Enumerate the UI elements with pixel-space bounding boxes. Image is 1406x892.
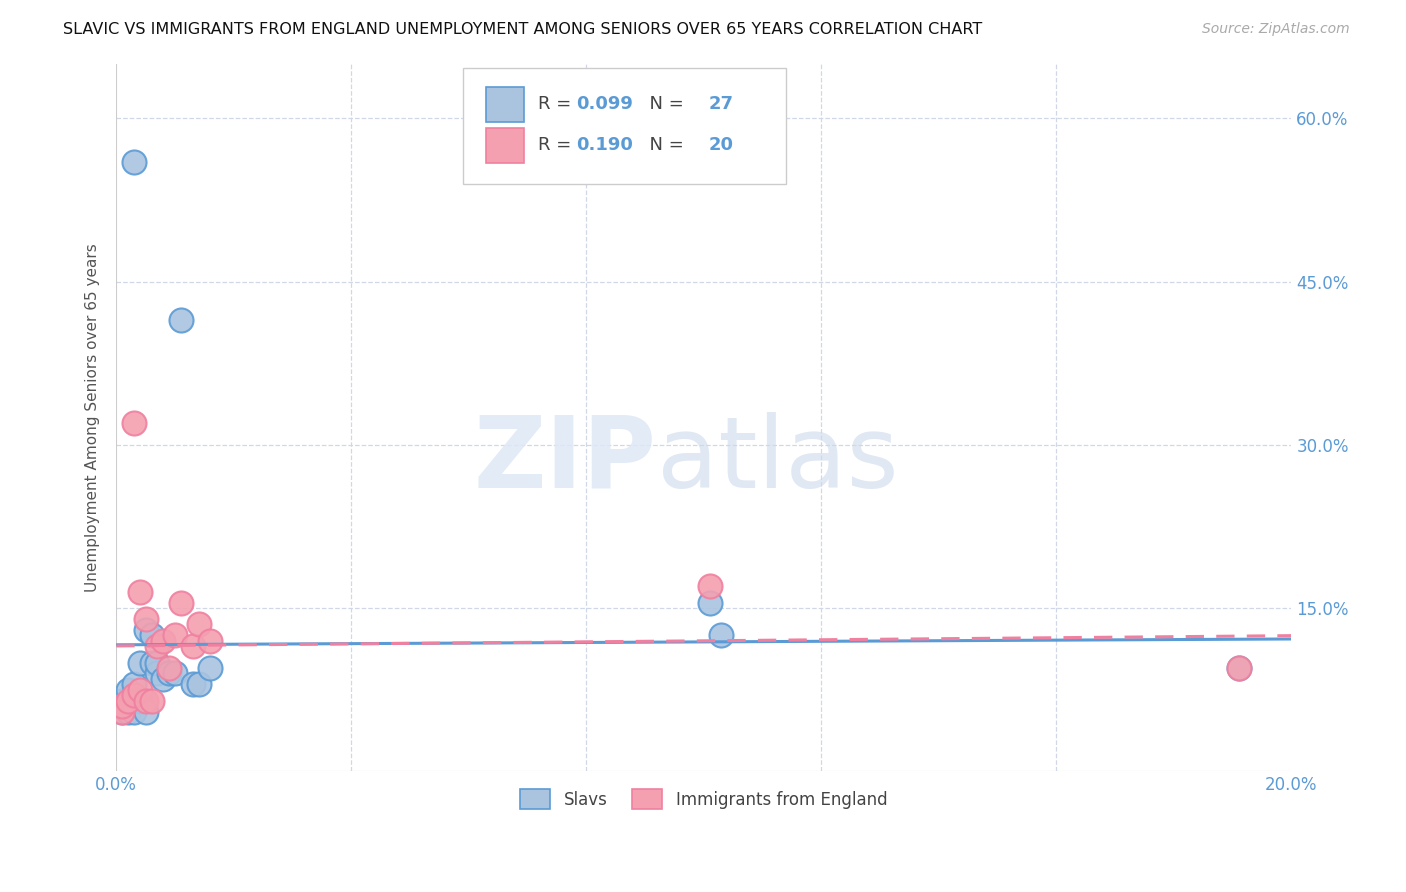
FancyBboxPatch shape: [486, 128, 524, 163]
Point: [122, 416, 145, 430]
Point: [181, 677, 204, 691]
Point: [122, 688, 145, 702]
Point: [157, 666, 180, 681]
Point: [157, 661, 180, 675]
Point: [135, 693, 157, 707]
Point: [141, 693, 163, 707]
Point: [117, 693, 139, 707]
Point: [117, 705, 139, 719]
Point: [152, 633, 174, 648]
Point: [200, 661, 222, 675]
Point: [122, 705, 145, 719]
Point: [128, 682, 150, 697]
Point: [1227, 661, 1250, 675]
Point: [146, 639, 169, 653]
Legend: Slavs, Immigrants from England: Slavs, Immigrants from England: [513, 782, 894, 816]
Point: [170, 313, 193, 327]
Point: [187, 617, 209, 632]
Point: [200, 633, 222, 648]
Point: [152, 672, 174, 686]
Point: [187, 677, 209, 691]
Point: [128, 693, 150, 707]
Point: [146, 656, 169, 670]
Text: N =: N =: [638, 95, 689, 113]
Point: [163, 628, 186, 642]
Point: [135, 705, 157, 719]
Text: atlas: atlas: [657, 412, 898, 508]
Point: [111, 705, 134, 719]
Point: [163, 666, 186, 681]
Point: [122, 688, 145, 702]
Text: Source: ZipAtlas.com: Source: ZipAtlas.com: [1202, 22, 1350, 37]
Point: [710, 628, 733, 642]
Point: [1227, 661, 1250, 675]
Point: [141, 656, 163, 670]
Point: [128, 584, 150, 599]
FancyBboxPatch shape: [463, 68, 786, 185]
Text: N =: N =: [638, 136, 689, 154]
Text: 0.099: 0.099: [576, 95, 633, 113]
Text: R =: R =: [538, 136, 578, 154]
Text: 0.190: 0.190: [576, 136, 633, 154]
Text: SLAVIC VS IMMIGRANTS FROM ENGLAND UNEMPLOYMENT AMONG SENIORS OVER 65 YEARS CORRE: SLAVIC VS IMMIGRANTS FROM ENGLAND UNEMPL…: [63, 22, 983, 37]
Text: 20: 20: [709, 136, 734, 154]
Point: [111, 705, 134, 719]
Point: [699, 579, 721, 593]
Point: [699, 596, 721, 610]
Point: [170, 596, 193, 610]
Point: [135, 623, 157, 637]
Point: [181, 639, 204, 653]
Point: [111, 693, 134, 707]
FancyBboxPatch shape: [486, 87, 524, 122]
Text: 27: 27: [709, 95, 734, 113]
Point: [122, 155, 145, 169]
Point: [117, 693, 139, 707]
Point: [141, 628, 163, 642]
Point: [128, 656, 150, 670]
Point: [135, 612, 157, 626]
Point: [117, 682, 139, 697]
Point: [146, 666, 169, 681]
Point: [122, 677, 145, 691]
Point: [111, 699, 134, 714]
Text: R =: R =: [538, 95, 578, 113]
Y-axis label: Unemployment Among Seniors over 65 years: Unemployment Among Seniors over 65 years: [86, 244, 100, 592]
Text: ZIP: ZIP: [474, 412, 657, 508]
